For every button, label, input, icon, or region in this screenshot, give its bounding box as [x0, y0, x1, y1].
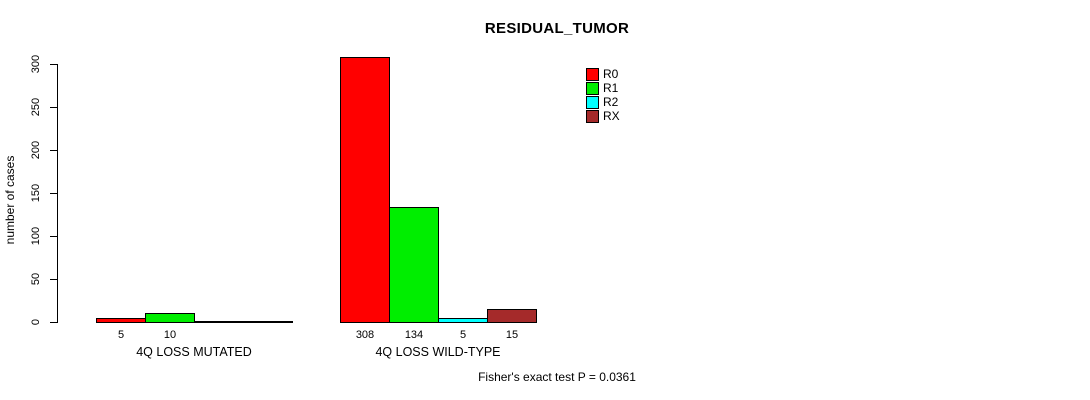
chart-title: RESIDUAL_TUMOR	[484, 20, 630, 37]
bar-value-label: 5	[459, 329, 467, 341]
bar-RX-group1	[487, 309, 537, 323]
y-tick-label: 50	[30, 272, 42, 286]
legend-swatch-R0	[586, 68, 599, 81]
y-tick	[50, 150, 57, 151]
bar-RX-group0-zero	[243, 321, 293, 323]
bar-R1-group0	[145, 313, 195, 323]
category-label-group1: 4Q LOSS WILD-TYPE	[375, 345, 501, 359]
legend-label-R2: R2	[603, 95, 619, 109]
y-axis-label: number of cases	[3, 155, 17, 245]
legend-label-R1: R1	[603, 81, 619, 95]
y-tick-label: 150	[30, 183, 42, 203]
bar-value-label: 308	[355, 329, 375, 341]
y-tick	[50, 279, 57, 280]
legend-label-R0: R0	[603, 67, 619, 81]
y-axis-line	[57, 64, 58, 323]
bar-value-label: 134	[404, 329, 424, 341]
y-tick	[50, 64, 57, 65]
y-tick-label: 0	[30, 318, 42, 326]
bar-R0-group1	[340, 57, 390, 323]
bar-R2-group1	[438, 318, 488, 323]
legend-swatch-R1	[586, 82, 599, 95]
legend-label-RX: RX	[603, 109, 620, 123]
bar-R2-group0-zero	[194, 321, 244, 323]
bar-value-label: 15	[505, 329, 519, 341]
category-label-group0: 4Q LOSS MUTATED	[136, 345, 252, 359]
y-tick	[50, 193, 57, 194]
y-tick-label: 100	[30, 226, 42, 246]
y-tick	[50, 107, 57, 108]
bar-value-label: 10	[163, 329, 177, 341]
legend-swatch-RX	[586, 110, 599, 123]
y-tick-label: 250	[30, 97, 42, 117]
legend-swatch-R2	[586, 96, 599, 109]
bar-R0-group0	[96, 318, 146, 323]
y-tick-label: 300	[30, 54, 42, 74]
y-tick	[50, 236, 57, 237]
bar-R1-group1	[389, 207, 439, 323]
y-tick	[50, 322, 57, 323]
y-tick-label: 200	[30, 140, 42, 160]
annotation-fisher-test: Fisher's exact test P = 0.0361	[478, 370, 636, 384]
bar-value-label: 5	[117, 329, 125, 341]
